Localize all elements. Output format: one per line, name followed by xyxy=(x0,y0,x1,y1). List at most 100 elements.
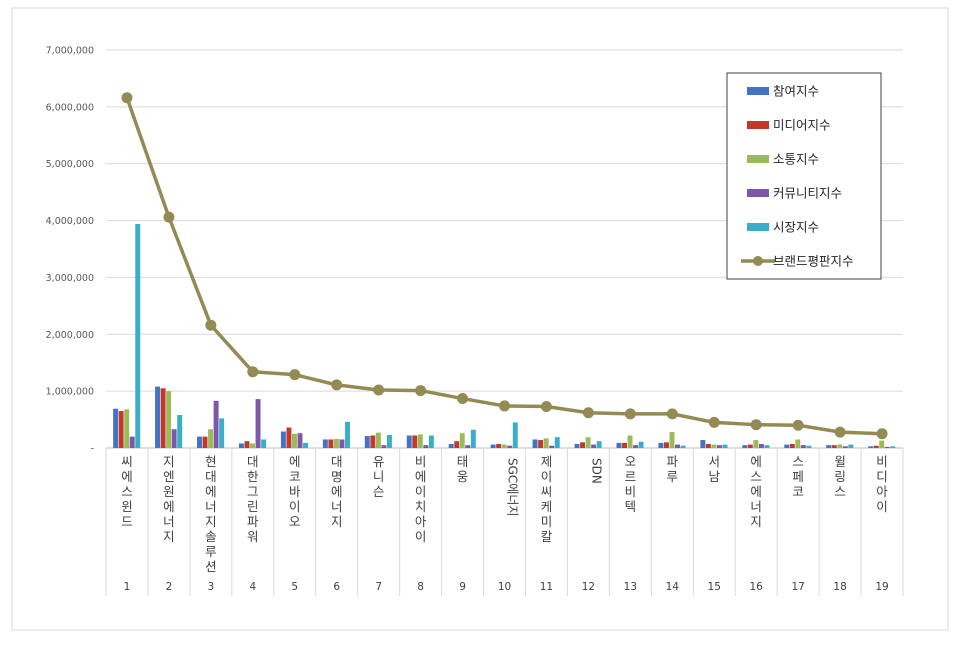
x-label-char: 린 xyxy=(247,499,259,514)
bar-커뮤니티지수-2 xyxy=(171,429,177,448)
bar-미디어지수-2 xyxy=(160,388,166,448)
bar-참여지수-4 xyxy=(238,443,244,448)
bar-참여지수-14 xyxy=(658,442,664,448)
x-label-char: 파 xyxy=(667,454,679,469)
legend-label: 시장지수 xyxy=(773,220,819,235)
bar-소통지수-1 xyxy=(124,409,130,448)
bar-시장지수-7 xyxy=(386,434,392,448)
bar-참여지수-1 xyxy=(113,408,119,448)
x-label-char: 태 xyxy=(457,454,469,469)
x-label-char: 스 xyxy=(750,469,762,484)
x-label-char: 스 xyxy=(792,454,804,469)
bar-소통지수-16 xyxy=(753,440,759,448)
rank-label: 5 xyxy=(291,581,298,593)
rank-label: 2 xyxy=(166,581,173,593)
x-label-char: 워 xyxy=(247,529,259,544)
bar-시장지수-9 xyxy=(470,429,476,448)
x-label-char: 비 xyxy=(625,484,637,499)
point-브랜드평판지수-3 xyxy=(205,319,217,331)
bar-시장지수-11 xyxy=(554,437,560,448)
legend-label: 소통지수 xyxy=(773,152,819,167)
bar-참여지수-7 xyxy=(364,436,370,448)
x-label-char: 지 xyxy=(163,454,175,469)
point-브랜드평판지수-12 xyxy=(582,407,594,419)
x-label-char: 너 xyxy=(163,514,175,529)
y-tick-label: - xyxy=(91,444,94,455)
y-tick-label: 5,000,000 xyxy=(46,159,94,170)
x-axis-labels: 씨 에 스 윈 드지 엔 원 에 너 지현 대 에 너 지 솔 루 션대 한 그 린 파 워에 코 바 이 오대 명 에 너 지유 니 슨비 에… xyxy=(121,454,888,574)
x-label-char: 파 xyxy=(247,514,259,529)
point-브랜드평판지수-8 xyxy=(415,385,427,397)
x-label-char: 비 xyxy=(876,454,888,469)
rank-label: 9 xyxy=(459,581,466,593)
legend-swatch-참여지수 xyxy=(747,87,769,95)
bar-시장지수-8 xyxy=(428,435,434,448)
point-브랜드평판지수-6 xyxy=(331,379,343,391)
point-브랜드평판지수-9 xyxy=(457,393,469,405)
bar-소통지수-3 xyxy=(208,429,214,448)
x-label-char: 지 xyxy=(205,514,217,529)
y-tick-label: 6,000,000 xyxy=(46,102,94,113)
point-브랜드평판지수-11 xyxy=(540,400,552,412)
bar-시장지수-17 xyxy=(806,445,812,448)
bar-소통지수-7 xyxy=(375,432,381,448)
x-label-char: 남 xyxy=(708,469,720,484)
bar-참여지수-19 xyxy=(868,446,874,448)
rank-label: 4 xyxy=(249,581,256,593)
bar-미디어지수-19 xyxy=(873,445,879,448)
bar-소통지수-17 xyxy=(795,439,801,448)
x-label-char: 윈 xyxy=(121,499,133,514)
bar-커뮤니티지수-5 xyxy=(297,433,303,448)
bar-시장지수-16 xyxy=(764,445,770,448)
bar-시장지수-3 xyxy=(219,418,225,448)
bar-소통지수-5 xyxy=(291,433,297,448)
bar-커뮤니티지수-15 xyxy=(717,445,722,448)
x-label-char: 너 xyxy=(331,499,343,514)
x-label-char: 바 xyxy=(289,484,301,499)
bar-커뮤니티지수-18 xyxy=(842,446,848,448)
bar-미디어지수-10 xyxy=(496,444,502,448)
x-label-char: 칼 xyxy=(541,529,553,544)
x-label-char: 아 xyxy=(415,514,427,529)
legend-swatch-소통지수 xyxy=(747,155,769,163)
bar-시장지수-14 xyxy=(680,445,686,448)
point-브랜드평판지수-14 xyxy=(666,408,678,420)
bar-참여지수-9 xyxy=(448,444,454,448)
x-label: SGC에너지 xyxy=(506,458,520,516)
x-label-char: 오 xyxy=(625,454,637,469)
y-tick-label: 1,000,000 xyxy=(46,387,94,398)
bar-커뮤니티지수-12 xyxy=(591,444,597,448)
rank-label: 10 xyxy=(498,581,511,593)
legend-swatch-미디어지수 xyxy=(747,121,769,129)
x-label-char: 슨 xyxy=(373,484,385,499)
bar-커뮤니티지수-11 xyxy=(549,445,555,448)
x-label-char: 링 xyxy=(834,469,846,484)
bar-커뮤니티지수-10 xyxy=(507,445,513,448)
bar-미디어지수-16 xyxy=(747,444,753,448)
bar-참여지수-3 xyxy=(197,436,202,448)
line-series xyxy=(121,92,888,440)
point-브랜드평판지수-13 xyxy=(624,408,636,420)
legend-swatch-시장지수 xyxy=(747,223,769,231)
x-label-char: 너 xyxy=(205,499,217,514)
x-label-char: 스 xyxy=(834,484,846,499)
point-브랜드평판지수-7 xyxy=(373,384,385,396)
bar-커뮤니티지수-6 xyxy=(339,439,345,448)
point-브랜드평판지수-19 xyxy=(876,428,888,440)
rank-label: 19 xyxy=(875,581,888,593)
x-label-char: 루 xyxy=(205,544,217,559)
bar-미디어지수-14 xyxy=(663,442,669,448)
bar-커뮤니티지수-8 xyxy=(423,445,429,448)
x-label-char: 대 xyxy=(205,469,217,484)
x-label-char: 서 xyxy=(708,454,720,469)
bar-시장지수-2 xyxy=(177,415,183,448)
